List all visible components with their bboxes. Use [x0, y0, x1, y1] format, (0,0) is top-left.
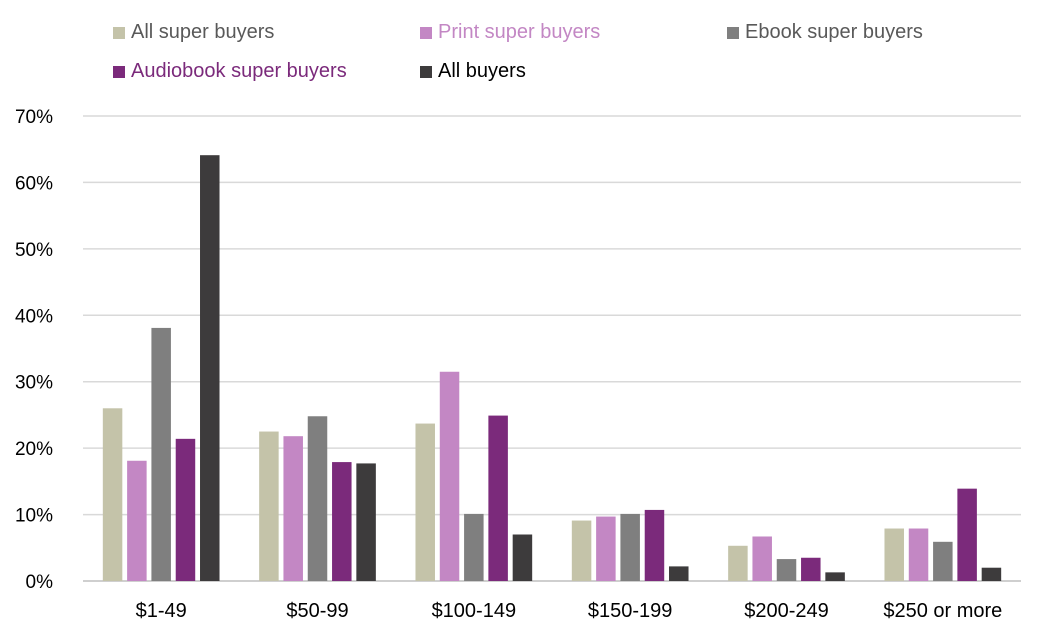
bar-all-buyers-4 [825, 572, 845, 581]
bar-ebook-super-buyers-5 [933, 541, 953, 581]
x-axis-ticks: $1-49 $50-99 $100-149 $150-199 $200-249 $250 … [136, 600, 1003, 622]
bar-ebook-super-buyers-2 [464, 513, 484, 581]
legend-label-all-buyers: All buyers [438, 60, 526, 82]
bar-print-super-buyers-2 [439, 371, 460, 581]
bar-all-buyers-2 [512, 534, 533, 581]
x-tick-label: $250 or more [883, 600, 1002, 622]
bars [102, 155, 1002, 581]
bar-all-buyers-3 [669, 566, 689, 581]
legend-item-print-super-buyers: Print super buyers [420, 21, 600, 44]
bar-print-super-buyers-1 [283, 436, 303, 581]
bar-audiobook-super-buyers-3 [644, 509, 665, 581]
legend-label-print-super-buyers: Print super buyers [438, 21, 601, 43]
bar-audiobook-super-buyers-1 [332, 462, 352, 581]
x-tick-label: $200-249 [744, 600, 829, 622]
bar-audiobook-super-buyers-4 [801, 557, 821, 581]
bar-all-buyers-0 [200, 155, 220, 581]
x-tick-label: $50-99 [286, 600, 348, 622]
bar-ebook-super-buyers-3 [620, 513, 640, 581]
y-tick-label: 40% [15, 306, 53, 327]
y-tick-label: 20% [15, 439, 53, 460]
legend-swatch-ebook-super-buyers [727, 26, 739, 39]
x-tick-label: $1-49 [136, 600, 187, 622]
y-axis-ticks: 0% 10% 20% 30% 40% 50% 60% 70% [15, 107, 53, 593]
bar-all-buyers-1 [356, 463, 376, 581]
legend-item-all-super-buyers: All super buyers [113, 21, 274, 44]
bar-audiobook-super-buyers-5 [957, 488, 977, 581]
x-tick-label: $100-149 [432, 600, 517, 622]
gridlines [83, 115, 1021, 582]
y-tick-label: 30% [15, 373, 53, 394]
legend-label-audiobook-super-buyers: Audiobook super buyers [131, 60, 347, 82]
bar-all-super-buyers-5 [884, 528, 904, 581]
bar-audiobook-super-buyers-0 [175, 438, 196, 581]
bar-ebook-super-buyers-0 [151, 327, 171, 581]
bar-ebook-super-buyers-1 [307, 416, 328, 581]
x-tick-label: $150-199 [588, 600, 673, 622]
y-tick-label: 60% [15, 173, 53, 194]
bar-all-super-buyers-0 [102, 408, 123, 581]
legend-swatch-all-buyers [420, 65, 432, 78]
legend-item-ebook-super-buyers: Ebook super buyers [727, 21, 923, 44]
y-tick-label: 70% [15, 107, 53, 128]
y-tick-label: 10% [15, 506, 53, 527]
bar-audiobook-super-buyers-2 [488, 415, 508, 581]
bar-print-super-buyers-0 [127, 460, 147, 581]
bar-all-super-buyers-1 [259, 431, 279, 581]
legend-item-all-buyers: All buyers [420, 60, 526, 83]
y-tick-label: 50% [15, 240, 53, 261]
bar-print-super-buyers-4 [752, 536, 772, 581]
legend-label-all-super-buyers: All super buyers [131, 21, 275, 43]
legend-swatch-all-super-buyers [113, 26, 125, 39]
bar-all-super-buyers-3 [571, 520, 592, 581]
legend-swatch-print-super-buyers [420, 26, 432, 39]
bar-print-super-buyers-3 [596, 516, 616, 581]
bar-all-buyers-5 [981, 567, 1002, 581]
bar-all-super-buyers-2 [415, 423, 435, 581]
legend-swatch-audiobook-super-buyers [113, 65, 125, 78]
bar-ebook-super-buyers-4 [776, 559, 797, 581]
y-tick-label: 0% [26, 572, 54, 593]
legend-label-ebook-super-buyers: Ebook super buyers [745, 21, 923, 43]
bar-print-super-buyers-5 [908, 528, 929, 581]
legend-item-audiobook-super-buyers: Audiobook super buyers [113, 60, 347, 83]
bar-all-super-buyers-4 [728, 545, 748, 581]
